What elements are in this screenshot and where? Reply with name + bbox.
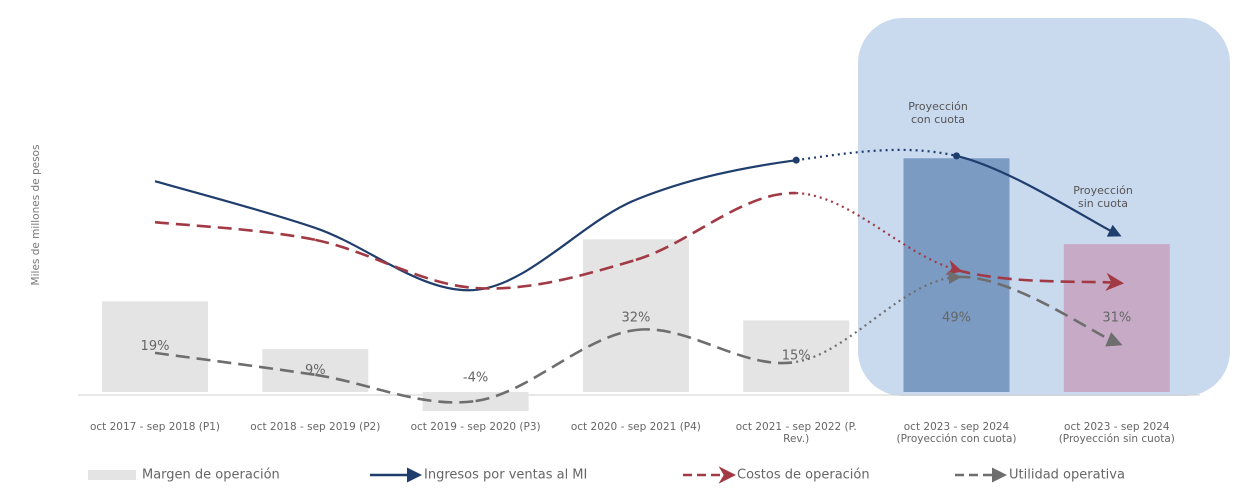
- legend-label: Costos de operación: [737, 468, 870, 483]
- x-tick-label: oct 2017 - sep 2018 (P1): [89, 421, 221, 433]
- value-label: -4%: [463, 371, 488, 386]
- x-tick-label: oct 2019 - sep 2020 (P3): [410, 421, 541, 433]
- x-tick-label: oct 2020 - sep 2021 (P4): [570, 421, 701, 433]
- value-label: 19%: [141, 339, 170, 354]
- bar: [422, 392, 529, 412]
- legend: Margen de operación Ingresos por ventas a…: [88, 466, 1125, 484]
- line-segment: [315, 238, 476, 290]
- line-segment: [635, 191, 797, 262]
- point: [792, 156, 800, 164]
- line-segment: [154, 220, 316, 242]
- value-label: 32%: [621, 311, 650, 326]
- line-segment: [154, 351, 316, 377]
- value-label: 31%: [1102, 311, 1131, 326]
- line-segment: [796, 270, 962, 364]
- line-segment: [796, 148, 957, 162]
- line-segment: [796, 191, 963, 275]
- bar: [582, 239, 689, 392]
- bar: [743, 320, 850, 392]
- line-segment: [956, 154, 1122, 237]
- annotation: Proyección con cuota: [908, 100, 968, 126]
- x-tick-label: oct 2023 - sep 2024 (Proyección sin cuot…: [1058, 421, 1175, 445]
- line-segment: [314, 226, 476, 292]
- line-segment: [475, 198, 637, 292]
- legend-label: Margen de operación: [142, 468, 280, 483]
- bar: [102, 301, 208, 392]
- x-tick-label: oct 2018 - sep 2019 (P2): [250, 421, 381, 433]
- line-segment: [475, 328, 637, 403]
- legend-label: Ingresos por ventas al MI: [424, 468, 587, 483]
- x-tick-label: oct 2021 - sep 2022 (P. Rev.): [735, 421, 857, 445]
- value-label: 49%: [942, 311, 971, 326]
- line-segment: [154, 180, 316, 229]
- bar: [1063, 244, 1170, 392]
- annotation: Proyección sin cuota: [1073, 184, 1133, 210]
- line-segment: [956, 268, 1125, 291]
- line-segment: [956, 275, 1123, 347]
- legend-swatch: [88, 470, 136, 480]
- legend-label: Utilidad operativa: [1009, 468, 1125, 483]
- bar: [903, 158, 1010, 392]
- point: [953, 152, 960, 160]
- line-segment: [635, 159, 797, 201]
- y-axis-label: Miles de millones de pesos: [30, 145, 42, 286]
- x-tick-label: oct 2023 - sep 2024 (Proyección con cuot…: [896, 421, 1017, 445]
